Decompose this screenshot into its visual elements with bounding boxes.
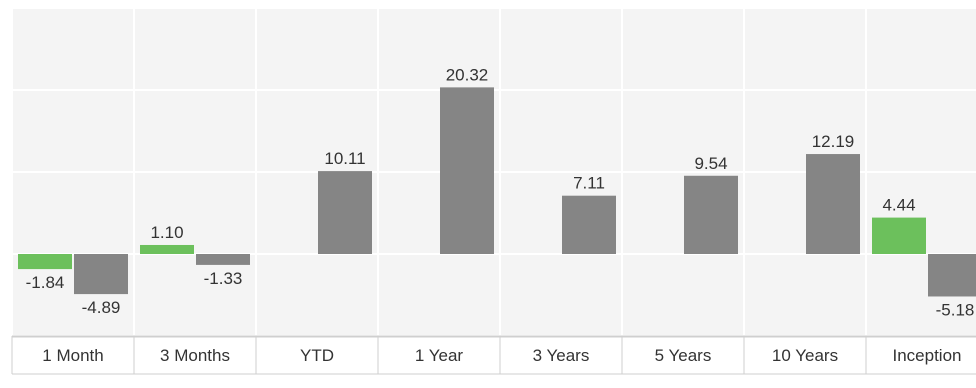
bar-value-label: -1.84 <box>26 273 65 292</box>
bar-value-label: 7.11 <box>573 174 605 193</box>
category-label: 1 Month <box>42 346 103 365</box>
bar-benchmark <box>74 254 128 295</box>
bar-benchmark <box>928 254 976 297</box>
bar-value-label: 4.44 <box>882 196 915 215</box>
bar-benchmark <box>806 154 860 254</box>
bar-value-label: 20.32 <box>446 65 489 84</box>
bar-benchmark <box>440 87 494 254</box>
category-label: YTD <box>300 346 334 365</box>
category-label: 3 Months <box>160 346 230 365</box>
bar-fund <box>872 217 926 254</box>
category-label: 10 Years <box>772 346 838 365</box>
category-label: Inception <box>893 346 962 365</box>
category-label: 5 Years <box>655 346 712 365</box>
bar-benchmark <box>684 175 738 254</box>
bar-value-label: 12.19 <box>812 132 855 151</box>
bar-benchmark <box>196 254 250 265</box>
bar-fund <box>140 244 194 254</box>
bar-value-label: 9.54 <box>694 154 727 173</box>
bar-value-label: -4.89 <box>82 298 121 317</box>
category-label: 3 Years <box>533 346 590 365</box>
bar-benchmark <box>562 195 616 254</box>
bar-value-label: -1.33 <box>204 269 243 288</box>
bar-value-label: -5.18 <box>936 300 975 319</box>
bar-value-label: 1.10 <box>150 223 183 242</box>
bar-benchmark <box>318 171 372 254</box>
category-label: 1 Year <box>415 346 464 365</box>
bar-value-label: 10.11 <box>324 149 365 168</box>
bar-fund <box>18 254 72 270</box>
